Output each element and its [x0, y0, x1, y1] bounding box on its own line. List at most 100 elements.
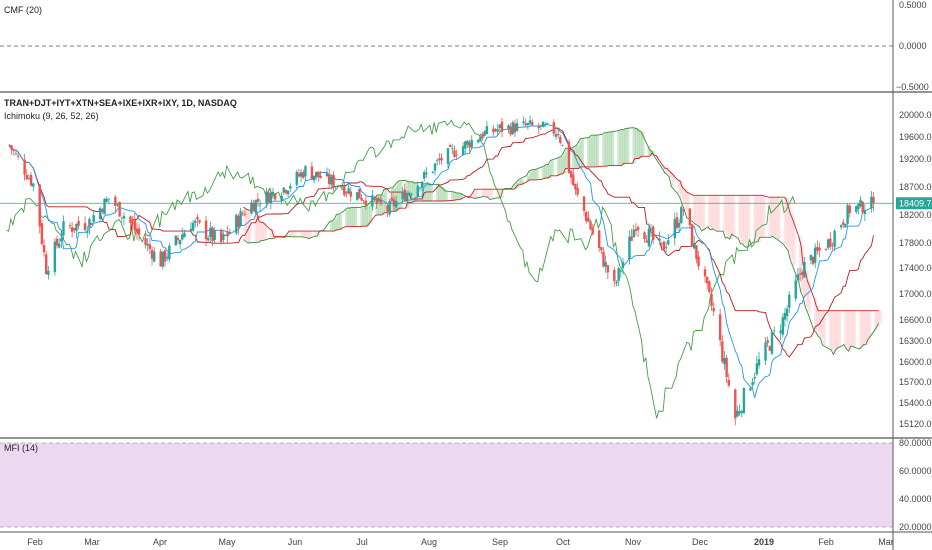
candle-body: [561, 144, 564, 146]
candle-body: [8, 144, 11, 146]
candle-body: [289, 185, 292, 189]
cloud-segment: [366, 205, 371, 227]
candle: [47, 265, 50, 280]
candle-body: [70, 227, 74, 232]
cloud-segment: [669, 170, 673, 178]
candle: [92, 209, 95, 224]
cmf-tick: 0.5000: [899, 0, 927, 10]
candle-body: [796, 274, 800, 281]
candle: [148, 237, 152, 254]
cloud-segment: [859, 310, 863, 349]
last-price-tag: 18409.72: [896, 197, 932, 210]
candle-body: [55, 238, 59, 246]
candle: [45, 251, 48, 275]
cloud-segment: [762, 195, 766, 238]
candle-body: [133, 219, 136, 231]
candle-body: [68, 225, 72, 227]
cloud-segment: [455, 192, 459, 200]
candle-body: [334, 186, 337, 188]
candle-body: [615, 281, 618, 284]
candle: [42, 239, 46, 257]
last-price-tag-box: [896, 197, 932, 210]
candle: [576, 182, 579, 197]
candle: [723, 350, 726, 370]
candle-body: [768, 346, 772, 351]
candle: [258, 199, 262, 212]
cloud-segment: [729, 195, 734, 239]
cloud-segment: [548, 164, 552, 178]
candle: [327, 168, 331, 189]
candle: [636, 225, 640, 237]
candle: [662, 240, 666, 250]
cloud-segment: [837, 310, 842, 348]
candle-body: [522, 121, 525, 124]
cloud-segment: [368, 203, 373, 224]
cloud-segment: [260, 222, 265, 241]
cloud-segment: [323, 230, 327, 232]
candle-body: [239, 211, 242, 227]
cloud-segment: [563, 153, 567, 174]
candle-body: [317, 171, 320, 177]
candle-body: [356, 192, 359, 200]
candle: [150, 246, 154, 266]
candle-body: [829, 238, 832, 247]
candle-body: [738, 411, 741, 414]
cloud-segment: [535, 169, 539, 180]
candle-body: [705, 276, 709, 284]
candle-body: [725, 357, 728, 378]
candle: [271, 187, 275, 200]
candle-body: [770, 332, 774, 354]
candle: [695, 245, 698, 264]
cloud-segment: [807, 280, 811, 312]
cloud-segment: [420, 182, 425, 202]
candle: [8, 144, 11, 147]
cloud-segment: [636, 128, 641, 159]
candle: [585, 210, 588, 224]
candle: [492, 125, 495, 136]
candle: [360, 194, 363, 202]
candle: [304, 164, 307, 181]
candle-body: [423, 171, 426, 179]
cloud-segment: [299, 231, 304, 237]
candle-body: [73, 228, 76, 231]
candle: [481, 131, 484, 141]
candle-body: [539, 125, 543, 126]
candle-body: [181, 234, 184, 240]
candle: [103, 197, 106, 215]
candle-body: [373, 198, 376, 200]
candle-body: [628, 236, 631, 260]
candle-body: [511, 122, 514, 135]
cloud-segment: [738, 195, 742, 239]
cloud-segment: [546, 164, 550, 179]
candle: [451, 144, 454, 154]
candle: [105, 196, 108, 203]
candle-body: [375, 198, 378, 204]
candle: [356, 191, 359, 201]
candle-body: [708, 281, 711, 292]
candle-body: [552, 122, 556, 134]
cloud-segment: [589, 137, 593, 167]
candle-body: [211, 227, 214, 242]
candle-body: [153, 251, 156, 262]
candle-body: [392, 199, 396, 207]
cloud-segment: [731, 195, 736, 235]
candle: [621, 258, 625, 275]
cloud-segment: [438, 184, 442, 202]
candle: [582, 195, 586, 217]
cloud-segment: [606, 132, 610, 167]
candle: [438, 153, 441, 165]
candle-body: [159, 251, 162, 267]
candle: [710, 287, 713, 312]
candle: [561, 144, 564, 147]
candle-body: [252, 202, 255, 211]
candle-body: [680, 207, 683, 224]
candle-body: [83, 223, 87, 230]
cloud-segment: [664, 168, 669, 174]
candle-body: [273, 193, 277, 200]
candle: [453, 145, 456, 158]
cloud-segment: [444, 190, 448, 202]
candle-body: [265, 191, 268, 203]
candle-body: [312, 175, 316, 181]
chart-title: TRAN+DJT+IYT+XTN+SEA+IXE+IXR+IXY, 1D, NA…: [4, 98, 237, 108]
